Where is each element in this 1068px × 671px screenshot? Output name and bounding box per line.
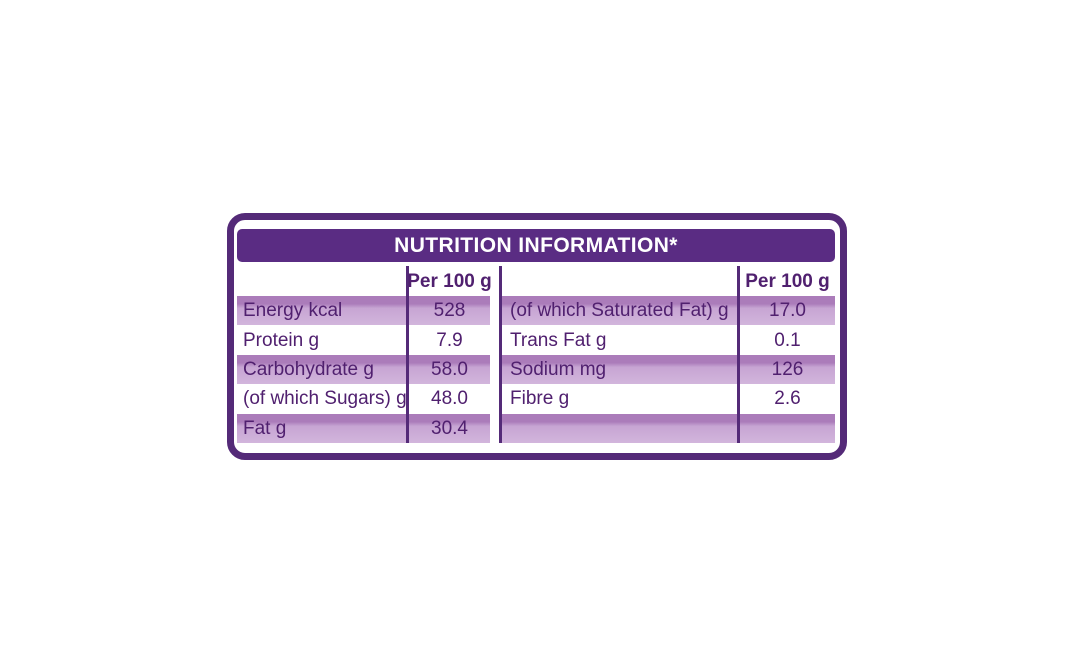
column-gap <box>490 413 502 443</box>
nutrition-label: NUTRITION INFORMATION* Per 100 g Per 100… <box>227 213 847 460</box>
right-label-header-cell <box>502 266 737 296</box>
row-value: 0.1 <box>737 325 835 355</box>
left-per-100g-header: Per 100 g <box>406 266 492 296</box>
right-per-100g-header: Per 100 g <box>737 266 835 296</box>
column-gap <box>490 325 502 355</box>
row-value: 30.4 <box>406 413 490 443</box>
left-label-header-cell <box>237 266 406 296</box>
row-value: 17.0 <box>737 296 835 326</box>
row-value: 528 <box>406 296 490 326</box>
column-gap <box>490 296 502 326</box>
column-gap <box>490 384 502 414</box>
row-label: Protein g <box>243 329 320 351</box>
row-value <box>737 413 835 443</box>
nutrition-title: NUTRITION INFORMATION* <box>394 233 678 257</box>
row-value: 7.9 <box>406 325 490 355</box>
nutrition-table: Per 100 g Per 100 g Energy kcal 528 (of wh… <box>237 266 835 443</box>
row-value: 126 <box>737 354 835 385</box>
row-label: Fat g <box>237 413 406 443</box>
row-label: Energy kcal <box>237 296 406 326</box>
row-label: (of which Saturated Fat) g <box>502 296 737 326</box>
row-value: 58.0 <box>406 354 490 385</box>
column-gap <box>490 354 502 385</box>
row-label <box>502 413 737 443</box>
nutrition-title-bar: NUTRITION INFORMATION* <box>237 229 835 262</box>
row-value: 2.6 <box>737 384 835 414</box>
row-label: Fibre g <box>510 388 570 410</box>
column-gap <box>490 266 502 296</box>
row-label: Sodium mg <box>502 354 737 385</box>
row-label: Trans Fat g <box>510 329 607 351</box>
row-value: 48.0 <box>406 384 490 414</box>
row-label: Carbohydrate g <box>237 354 406 385</box>
row-label: (of which Sugars) g <box>243 388 407 410</box>
